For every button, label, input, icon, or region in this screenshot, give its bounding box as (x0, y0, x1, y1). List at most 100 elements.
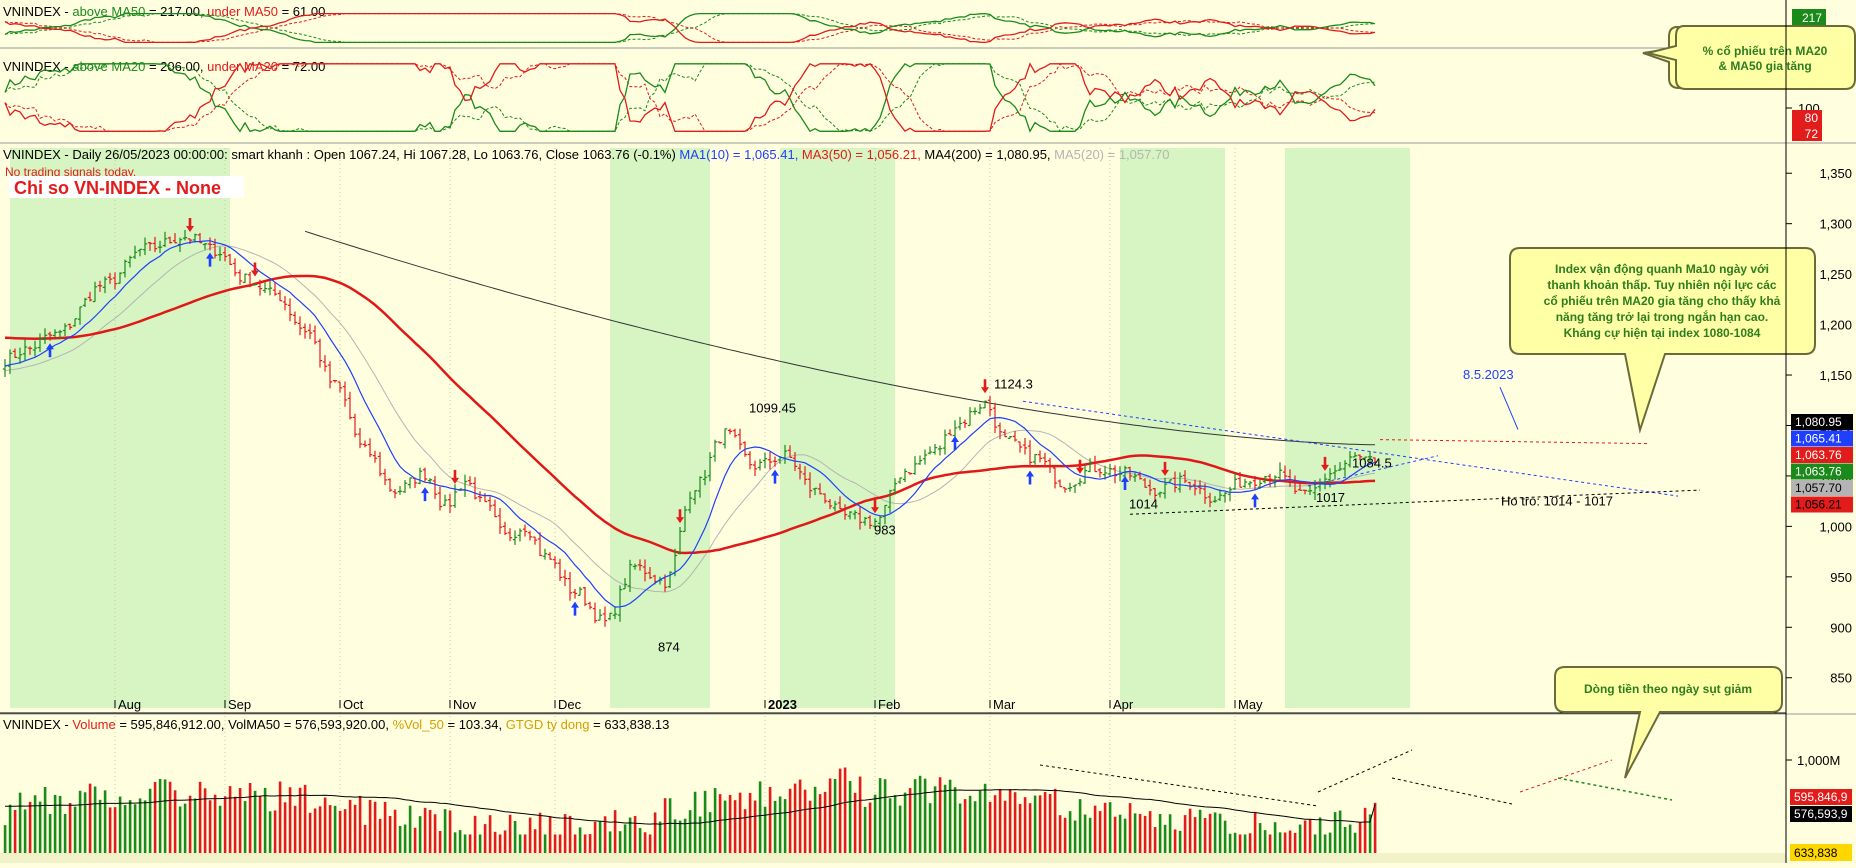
volume-bar (238, 788, 242, 853)
x-tick-label: Feb (878, 697, 900, 712)
volume-bar (73, 806, 77, 853)
volume-bar (643, 832, 647, 853)
volume-bar (473, 815, 477, 853)
price-bar (1097, 467, 1103, 478)
volume-bar (458, 830, 462, 853)
volume-bar (163, 779, 167, 853)
volume-bar (408, 805, 412, 853)
x-tick-label: Sep (228, 697, 251, 712)
price-bar (227, 253, 233, 266)
price-bar (1092, 455, 1098, 473)
price-bar (97, 280, 103, 292)
volume-bar (953, 787, 957, 853)
volume-bar (183, 803, 187, 853)
price-bar (967, 407, 973, 427)
volume-callout-text: Dòng tiền theo ngày sụt giảm (1584, 682, 1752, 696)
volume-bar (1173, 829, 1177, 853)
volume-bar (288, 787, 292, 853)
price-badge (1791, 480, 1853, 496)
volume-bars (3, 767, 1377, 853)
price-bar (1102, 465, 1108, 480)
volume-bar (593, 821, 597, 853)
volume-bar (1163, 824, 1167, 853)
price-bar (1197, 480, 1203, 495)
volume-bar (1023, 797, 1027, 853)
volume-bar (873, 794, 877, 853)
price-badge (1791, 430, 1853, 447)
price-bar (217, 246, 223, 262)
price-bar (622, 578, 628, 590)
x-tick-label: Nov (453, 697, 477, 712)
price-bar (1107, 463, 1113, 477)
price-bar (1042, 452, 1048, 466)
low-1017-label: 1017 (1316, 490, 1345, 505)
volume-bar (343, 809, 347, 853)
volume-bar (893, 795, 897, 853)
volume-bar (168, 781, 172, 853)
price-badges: 1,080.95 1,065.41 1,063.76 1,063.76 1,057.70… (1791, 414, 1853, 513)
volume-bar (1088, 817, 1092, 853)
ma200-line (304, 230, 1375, 446)
volume-bar (568, 815, 572, 853)
price-bar (302, 323, 308, 339)
volume-bar (63, 813, 67, 853)
y-tick-label: 900 (1830, 620, 1852, 635)
price-bar (522, 524, 528, 537)
volume-bar (603, 816, 607, 853)
price-bar (1337, 462, 1343, 471)
volume-bar (443, 809, 447, 853)
price-bar (237, 269, 243, 285)
volume-bar (258, 796, 262, 853)
price-bar (1072, 484, 1078, 493)
price-bar (627, 559, 633, 592)
price-bar (47, 331, 53, 341)
price-bar (37, 333, 43, 352)
volume-bar (143, 800, 147, 853)
volume-bar (513, 820, 517, 853)
price-bar (1242, 478, 1248, 488)
volume-bar (693, 791, 697, 853)
price-bar (1307, 484, 1313, 496)
volume-bar (933, 786, 937, 853)
volume-bar (903, 792, 907, 853)
price-bar (92, 281, 98, 303)
volume-bar (1278, 832, 1282, 853)
price-bar (692, 490, 698, 505)
price-bar (1182, 470, 1188, 483)
volume-bar (943, 784, 947, 853)
volume-bar (333, 805, 337, 853)
volume-bar (698, 816, 702, 853)
volume-bar (138, 798, 142, 853)
x-tick-label: Aug (118, 697, 141, 712)
sell-arrow-icon (186, 218, 194, 233)
price-bar (1222, 492, 1228, 503)
price-bar (1207, 492, 1213, 508)
volume-bar (1148, 811, 1152, 853)
sell-arrow-icon (676, 509, 684, 524)
price-bar (897, 477, 903, 484)
volume-bar (3, 825, 7, 853)
volume-bar (1228, 833, 1232, 853)
breadth-ma50-pane: VNINDEX - above MA50 = 217.00, under MA5… (0, 0, 1856, 49)
volume-bar (978, 790, 982, 853)
price-bar (377, 451, 383, 477)
volume-bar (198, 781, 202, 853)
price-bar (182, 229, 188, 241)
volume-bar (1328, 832, 1332, 853)
volume-bar (608, 831, 612, 853)
volume-bar (1338, 810, 1342, 853)
price-bar (1297, 483, 1303, 491)
price-bar (722, 428, 728, 449)
volume-bar (868, 802, 872, 853)
buy-arrow-icon (1026, 470, 1034, 485)
price-bar (847, 511, 853, 520)
volume-bar (1223, 820, 1227, 853)
price-bar (1052, 467, 1058, 489)
price-bar (1227, 486, 1233, 502)
peak-1099-label: 1099.45 (749, 400, 796, 415)
volume-bar (318, 806, 322, 853)
price-bar (57, 329, 63, 340)
volume-bar (988, 801, 992, 853)
volume-bar (508, 814, 512, 853)
price-bar (17, 347, 23, 364)
